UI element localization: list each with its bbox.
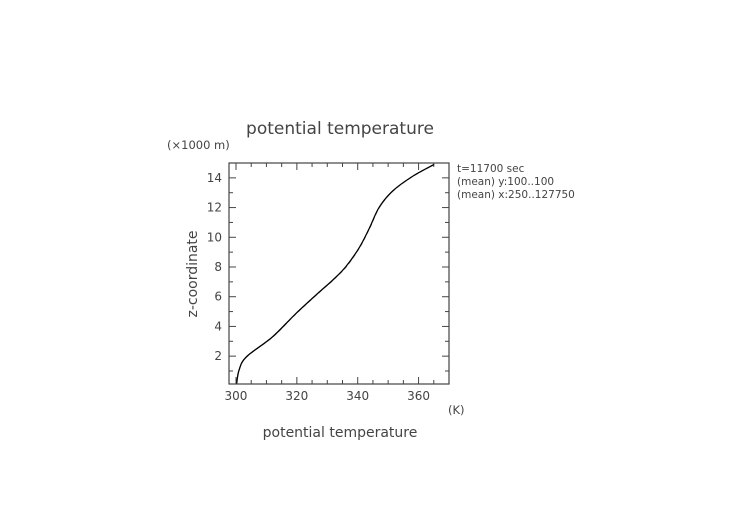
annotation-mean-x: (mean) x:250..127750 <box>457 189 575 201</box>
x-tick-label: 340 <box>346 389 369 403</box>
x-unit-label: (K) <box>448 403 465 417</box>
y-tick-label: 4 <box>214 319 222 333</box>
plot-frame <box>228 162 450 385</box>
y-tick-label: 6 <box>214 290 222 304</box>
y-unit-label: (×1000 m) <box>167 138 230 152</box>
annotation-time: t=11700 sec <box>457 163 525 175</box>
series-line-solid <box>235 163 435 385</box>
y-tick-label: 8 <box>214 260 222 274</box>
y-axis-label: z-coordinate <box>185 230 201 317</box>
y-tick-label: 2 <box>214 349 222 363</box>
x-tick-label: 320 <box>285 389 308 403</box>
y-tick-label: 10 <box>207 230 222 244</box>
x-tick-label: 360 <box>407 389 430 403</box>
series-line-dashed <box>236 163 435 385</box>
x-tick-label: 300 <box>225 389 248 403</box>
y-tick-label: 14 <box>207 171 222 185</box>
chart-title: potential temperature <box>246 119 434 139</box>
annotation-mean-y: (mean) y:100..100 <box>457 176 554 188</box>
y-tick-label: 12 <box>207 201 222 215</box>
x-axis-label: potential temperature <box>263 425 418 441</box>
